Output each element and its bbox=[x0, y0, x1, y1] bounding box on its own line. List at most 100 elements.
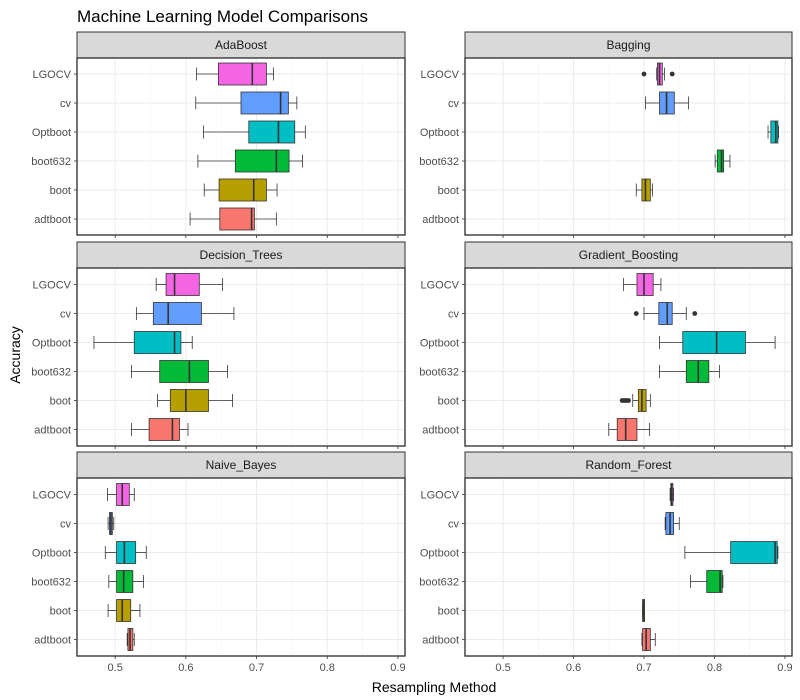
box-optboot bbox=[93, 331, 193, 354]
y-tick-label: adtboot bbox=[34, 214, 71, 226]
y-tick-label: LGOCV bbox=[32, 280, 71, 292]
y-tick-label: adtboot bbox=[422, 425, 459, 437]
iqr-box bbox=[248, 120, 296, 144]
x-tick-label: 0.7 bbox=[636, 662, 651, 674]
iqr-box bbox=[219, 207, 255, 231]
y-tick-label: cv bbox=[60, 519, 72, 531]
y-axis-title: Accuracy bbox=[7, 326, 23, 384]
iqr-box bbox=[240, 91, 289, 115]
panel-decision-trees: Decision_Trees LGOCV cv Optboot boot632 boot a… bbox=[31, 241, 406, 449]
x-tick-label: 0.5 bbox=[495, 662, 510, 674]
chart-title: Machine Learning Model Comparisons bbox=[77, 7, 368, 26]
iqr-box bbox=[706, 570, 723, 593]
panel-background bbox=[464, 267, 793, 447]
y-tick-label: adtboot bbox=[422, 214, 459, 226]
y-tick-label: boot bbox=[50, 396, 71, 408]
iqr-box bbox=[116, 599, 132, 622]
panel-background bbox=[464, 57, 793, 236]
y-tick-label: boot632 bbox=[419, 156, 459, 168]
iqr-box bbox=[716, 149, 725, 173]
panel-background bbox=[464, 477, 793, 657]
y-tick-label: cv bbox=[448, 519, 460, 531]
iqr-box bbox=[636, 273, 654, 296]
outlier-point bbox=[641, 71, 647, 77]
box-boot632 bbox=[659, 360, 720, 383]
facet-strip bbox=[464, 31, 793, 59]
box-cv bbox=[664, 512, 680, 535]
box-cv bbox=[107, 512, 115, 535]
y-tick-label: boot bbox=[50, 185, 71, 197]
facet-label: Bagging bbox=[606, 38, 650, 52]
box-optboot bbox=[104, 541, 147, 564]
y-tick-label: boot bbox=[438, 185, 459, 197]
facet-label: Decision_Trees bbox=[200, 248, 283, 262]
y-tick-label: cv bbox=[448, 309, 460, 321]
box-boot bbox=[642, 599, 645, 622]
box-boot632 bbox=[108, 570, 144, 593]
y-tick-label: cv bbox=[60, 98, 72, 110]
iqr-box bbox=[770, 120, 779, 144]
panel-adaboost: AdaBoost LGOCV cv Optboot boot632 boot adtboot bbox=[31, 31, 406, 238]
box-optboot bbox=[203, 120, 306, 144]
y-tick-label: cv bbox=[448, 98, 460, 110]
iqr-box bbox=[116, 570, 134, 593]
x-tick-label: 0.8 bbox=[320, 662, 335, 674]
box-boot bbox=[619, 389, 651, 412]
y-tick-label: LGOCV bbox=[32, 69, 71, 81]
iqr-box bbox=[616, 418, 638, 441]
box-lgocv bbox=[196, 62, 274, 86]
box-adtboot bbox=[126, 628, 135, 651]
panel-random-forest: Random_Forest LGOCV cv Optboot boot632 boot ad… bbox=[419, 451, 793, 674]
facet-strip bbox=[464, 241, 793, 269]
outlier-point bbox=[633, 311, 639, 316]
y-tick-label: LGOCV bbox=[420, 280, 459, 292]
box-optboot bbox=[684, 541, 779, 564]
iqr-box bbox=[148, 418, 180, 441]
box-adtboot bbox=[608, 418, 651, 441]
box-lgocv bbox=[155, 273, 224, 296]
y-tick-label: LGOCV bbox=[420, 69, 459, 81]
y-tick-label: boot632 bbox=[31, 156, 71, 168]
facet-label: Random_Forest bbox=[585, 458, 672, 472]
iqr-box bbox=[217, 62, 267, 86]
box-boot632 bbox=[690, 570, 724, 593]
y-tick-label: boot bbox=[438, 396, 459, 408]
panel-naive-bayes: Naive_Bayes LGOCV cv Optboot boot632 boot adtb… bbox=[31, 451, 406, 674]
box-boot bbox=[635, 178, 653, 202]
y-tick-label: Optboot bbox=[32, 548, 71, 560]
y-tick-label: boot632 bbox=[419, 577, 459, 589]
box-boot632 bbox=[197, 149, 303, 173]
iqr-box bbox=[152, 302, 202, 325]
panel-border bbox=[464, 57, 793, 236]
y-tick-label: adtboot bbox=[422, 635, 459, 647]
iqr-box bbox=[165, 273, 200, 296]
panel-bagging: Bagging LGOCV cv Optboot boot632 boot adtboot bbox=[419, 31, 793, 238]
outlier-point bbox=[669, 71, 675, 77]
box-lgocv bbox=[641, 62, 675, 86]
y-tick-label: cv bbox=[60, 309, 72, 321]
x-tick-label: 0.6 bbox=[566, 662, 581, 674]
box-adtboot bbox=[131, 418, 189, 441]
iqr-box bbox=[159, 360, 209, 383]
iqr-box bbox=[116, 541, 137, 564]
box-boot632 bbox=[131, 360, 228, 383]
y-tick-label: adtboot bbox=[34, 425, 71, 437]
x-tick-label: 0.9 bbox=[390, 662, 405, 674]
x-tick-label: 0.7 bbox=[249, 662, 264, 674]
panel-border bbox=[464, 477, 793, 657]
iqr-box bbox=[169, 389, 209, 412]
iqr-box bbox=[682, 331, 746, 354]
box-cv bbox=[633, 302, 698, 325]
panel-background bbox=[76, 267, 406, 447]
box-adtboot bbox=[189, 207, 277, 231]
panel-border bbox=[76, 57, 406, 236]
y-tick-label: Optboot bbox=[420, 127, 459, 139]
panel-border bbox=[76, 267, 406, 447]
iqr-box bbox=[218, 178, 267, 202]
box-adtboot bbox=[641, 628, 656, 651]
x-tick-label: 0.9 bbox=[777, 662, 792, 674]
facet-strip bbox=[76, 241, 406, 269]
facet-strip bbox=[76, 31, 406, 59]
y-tick-label: adtboot bbox=[34, 635, 71, 647]
